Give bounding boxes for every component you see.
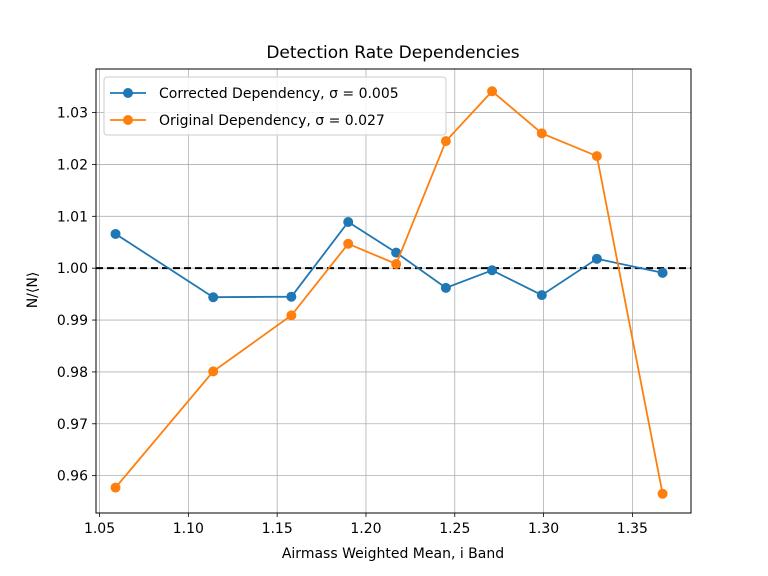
- data-point: [286, 291, 297, 302]
- series-1: [110, 217, 668, 303]
- y-tick-label: 0.98: [57, 365, 88, 381]
- data-point: [343, 217, 354, 228]
- x-tick-label: 1.35: [617, 521, 648, 537]
- x-tick-label: 1.25: [439, 521, 470, 537]
- x-tick-label: 1.15: [262, 521, 293, 537]
- data-point: [591, 253, 602, 264]
- data-point: [657, 267, 668, 278]
- data-point: [487, 265, 498, 276]
- data-point: [440, 136, 451, 147]
- data-point: [110, 228, 121, 239]
- y-tick-label: 1.01: [57, 209, 88, 225]
- legend-box: [103, 76, 447, 136]
- ticks: 1.05 1.10 1.15 1.20 1.25 1.30 1.35 0.96 0.97 0.98…: [57, 106, 648, 537]
- data-point: [208, 292, 219, 303]
- series-2: [110, 86, 668, 499]
- y-tick-label: 0.96: [57, 469, 88, 485]
- y-axis-label: N/⟨N⟩: [25, 272, 41, 309]
- data-point: [391, 247, 402, 258]
- data-point: [343, 238, 354, 249]
- data-point: [536, 128, 547, 139]
- y-tick-label: 0.99: [57, 313, 88, 329]
- x-tick-label: 1.05: [84, 521, 115, 537]
- data-point: [208, 366, 219, 377]
- series-line: [114, 90, 664, 494]
- series-group: [110, 86, 668, 499]
- x-axis-label: Airmass Weighted Mean, i Band: [282, 546, 504, 562]
- legend: Corrected Dependency, σ = 0.005 Original …: [103, 76, 447, 136]
- legend-label: Corrected Dependency, σ = 0.005: [159, 86, 399, 102]
- x-tick-label: 1.30: [528, 521, 559, 537]
- data-point: [286, 310, 297, 321]
- legend-marker: [123, 88, 133, 98]
- plot-frame: [95, 68, 692, 514]
- data-point: [440, 282, 451, 293]
- y-tick-label: 1.03: [57, 106, 88, 122]
- data-point: [536, 290, 547, 301]
- series-line: [115, 220, 663, 299]
- x-tick-label: 1.10: [173, 521, 204, 537]
- y-tick-label: 1.02: [57, 157, 88, 173]
- data-point: [391, 259, 402, 270]
- data-point: [110, 482, 121, 493]
- y-tick-label: 0.97: [57, 417, 88, 433]
- legend-label: Original Dependency, σ = 0.027: [159, 113, 385, 129]
- x-tick-label: 1.20: [350, 521, 381, 537]
- chart-title: Detection Rate Dependencies: [266, 43, 519, 63]
- data-point: [487, 86, 498, 97]
- data-point: [591, 151, 602, 162]
- y-tick-label: 1.00: [57, 261, 88, 277]
- data-point: [657, 488, 668, 499]
- legend-marker: [123, 115, 133, 125]
